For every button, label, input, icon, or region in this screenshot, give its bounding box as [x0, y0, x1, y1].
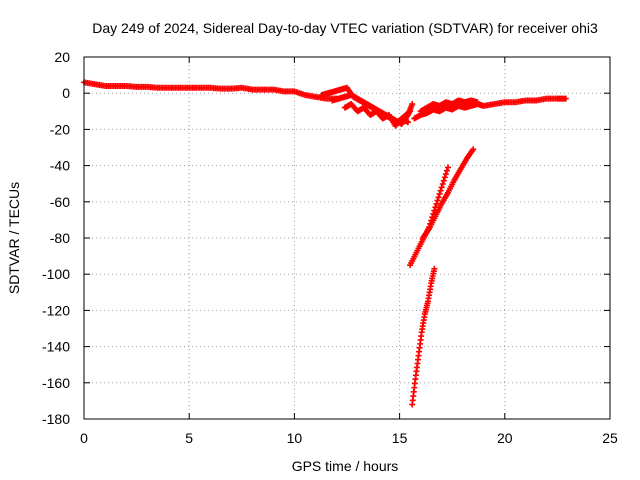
data-series [419, 146, 477, 241]
y-tick-label: -140 [42, 339, 70, 355]
y-tick-label: -20 [50, 121, 70, 137]
data-point [439, 181, 446, 188]
y-tick-label: -40 [50, 158, 70, 174]
data-point [441, 174, 448, 181]
data-point [435, 194, 442, 201]
data-series [409, 265, 438, 408]
data-point [440, 177, 447, 184]
data-point [405, 119, 412, 126]
data-point [409, 101, 416, 108]
data-point [562, 95, 569, 102]
y-tick-label: -100 [42, 266, 70, 282]
data-point [434, 197, 441, 204]
grid-lines [84, 57, 610, 419]
data-point [444, 164, 451, 171]
axis-ticks: 0 5 10 15 20 25 20 0 -20 -40 -60 -80 -100 -120 -140 -16… [42, 49, 618, 446]
plot-frame [83, 56, 611, 420]
data-point [431, 265, 438, 272]
data-points [81, 79, 569, 408]
x-tick-label: 10 [287, 430, 303, 446]
data-point [437, 187, 444, 194]
data-point [442, 171, 449, 178]
y-tick-label: -60 [50, 194, 70, 210]
y-tick-label: -160 [42, 375, 70, 391]
x-tick-label: 5 [185, 430, 193, 446]
data-series [341, 101, 412, 129]
x-tick-label: 20 [497, 430, 513, 446]
x-tick-label: 25 [602, 430, 618, 446]
data-point [436, 190, 443, 197]
y-tick-label: -180 [42, 411, 70, 427]
x-tick-label: 0 [80, 430, 88, 446]
data-point [443, 167, 450, 174]
data-point [470, 146, 477, 153]
data-series [81, 79, 340, 102]
data-series [407, 164, 451, 269]
x-tick-label: 15 [392, 430, 408, 446]
data-point [474, 99, 481, 106]
y-tick-label: 20 [54, 49, 70, 65]
y-tick-label: -80 [50, 230, 70, 246]
data-series [411, 95, 569, 122]
y-tick-label: 0 [62, 85, 70, 101]
data-point [438, 184, 445, 191]
y-axis-label: SDTVAR / TECUs [6, 182, 22, 294]
data-series [417, 97, 481, 115]
y-tick-label: -120 [42, 302, 70, 318]
x-axis-label: GPS time / hours [292, 458, 399, 474]
data-point [433, 200, 440, 207]
chart-title: Day 249 of 2024, Sidereal Day-to-day VTE… [92, 20, 598, 36]
